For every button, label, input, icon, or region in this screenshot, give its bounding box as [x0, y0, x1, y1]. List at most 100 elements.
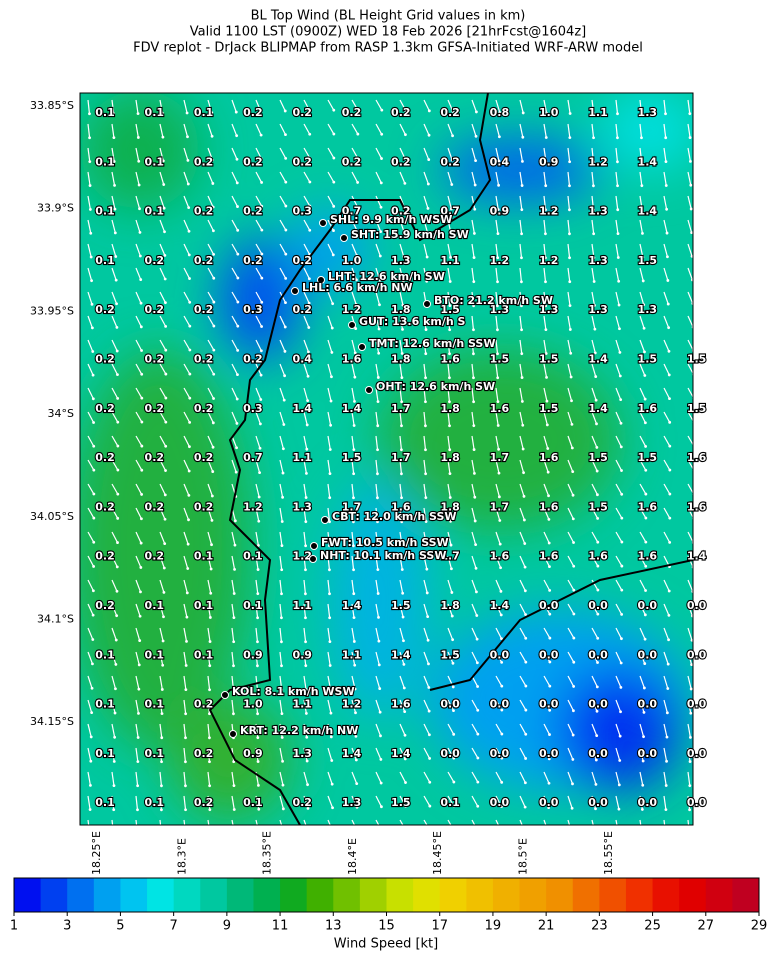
- wind-arrow: [399, 627, 405, 641]
- wind-arrow: [159, 123, 164, 138]
- wind-arrow: [639, 651, 646, 664]
- wind-arrow-head: [305, 735, 309, 739]
- wind-arrow: [135, 195, 141, 209]
- grid-value: 1.2: [292, 550, 312, 563]
- wind-arrow: [399, 747, 406, 760]
- station-label: SHT: 15.9 km/h SW: [351, 228, 469, 241]
- wind-arrow: [423, 483, 427, 498]
- wind-arrow-head: [452, 804, 456, 808]
- grid-value: 0.7: [342, 205, 362, 218]
- colorbar-swatch: [40, 878, 68, 912]
- grid-value: 0.3: [243, 303, 263, 316]
- wind-arrow-head: [328, 664, 332, 667]
- wind-arrow: [351, 723, 357, 737]
- wind-arrow-head: [547, 831, 550, 834]
- wind-arrow-head: [188, 445, 191, 449]
- wind-arrow-head: [259, 157, 263, 161]
- wind-arrow: [87, 651, 93, 665]
- wind-arrow: [543, 507, 550, 520]
- wind-arrow: [663, 147, 667, 162]
- wind-arrow: [663, 195, 668, 210]
- wind-arrow: [135, 267, 142, 280]
- wind-arrow-head: [618, 327, 621, 331]
- wind-arrow-head: [376, 568, 380, 572]
- wind-arrow-head: [617, 279, 621, 283]
- grid-value: 0.2: [194, 353, 214, 366]
- wind-arrow: [231, 123, 238, 136]
- wind-arrow-head: [211, 205, 215, 209]
- wind-arrow-head: [570, 446, 574, 450]
- wind-arrow: [591, 819, 594, 825]
- wind-arrow-head: [595, 446, 599, 449]
- wind-arrow: [567, 411, 573, 425]
- wind-arrow-head: [524, 613, 527, 616]
- wind-arrow: [327, 651, 331, 666]
- wind-arrow: [183, 99, 188, 114]
- wind-arrow: [87, 123, 91, 138]
- wind-arrow-head: [402, 639, 405, 643]
- wind-arrow: [447, 795, 455, 807]
- wind-arrow: [135, 315, 142, 328]
- wind-arrow: [87, 315, 93, 329]
- wind-arrow: [471, 243, 475, 258]
- wind-arrow-head: [380, 805, 383, 809]
- wind-arrow: [591, 219, 595, 234]
- wind-arrow-head: [308, 228, 312, 232]
- wind-arrow: [207, 435, 214, 448]
- wind-arrow-head: [616, 232, 620, 236]
- colorbar-swatch: [625, 878, 654, 912]
- wind-arrow-head: [668, 397, 671, 400]
- wind-arrow-head: [548, 733, 551, 736]
- grid-value: 1.3: [539, 303, 559, 316]
- wind-arrow: [207, 387, 215, 399]
- wind-arrow-head: [236, 276, 240, 280]
- wind-arrow-head: [308, 204, 312, 208]
- wind-arrow: [447, 507, 452, 522]
- grid-value: 1.5: [588, 451, 608, 464]
- wind-arrow: [567, 699, 574, 711]
- wind-arrow-head: [378, 303, 381, 307]
- wind-arrow: [159, 699, 163, 714]
- wind-arrow-head: [354, 711, 357, 715]
- wind-arrow-head: [328, 472, 332, 476]
- grid-value: 0.2: [145, 500, 165, 513]
- wind-arrow: [687, 699, 692, 714]
- wind-arrow-head: [90, 686, 94, 690]
- wind-arrow: [495, 507, 501, 521]
- wind-arrow: [615, 651, 622, 664]
- lat-label: 33.95°S: [30, 304, 74, 317]
- wind-arrow-head: [91, 613, 95, 617]
- wind-arrow: [87, 171, 91, 186]
- wind-arrow-head: [474, 134, 478, 138]
- wind-arrow-head: [523, 781, 527, 785]
- wind-arrow: [543, 795, 550, 808]
- wind-arrow-head: [112, 832, 115, 835]
- wind-arrow: [135, 699, 140, 714]
- wind-arrow: [423, 411, 427, 426]
- grid-value: 0.2: [391, 155, 411, 168]
- wind-arrow: [543, 363, 548, 378]
- wind-arrow: [87, 795, 91, 810]
- wind-arrow: [135, 243, 141, 257]
- wind-arrow-head: [140, 372, 144, 376]
- wind-arrow-head: [497, 447, 500, 451]
- colorbar-tick-label: 13: [325, 919, 342, 934]
- wind-arrow-head: [233, 832, 236, 835]
- wind-arrow-head: [116, 492, 120, 496]
- wind-arrow-head: [256, 592, 260, 596]
- wind-arrow-head: [304, 496, 308, 499]
- wind-arrow: [375, 291, 381, 305]
- wind-arrow: [543, 579, 551, 591]
- wind-arrow-head: [138, 230, 142, 234]
- wind-arrow: [663, 603, 670, 616]
- grid-value: 0.2: [145, 353, 165, 366]
- wind-arrow-head: [186, 567, 190, 570]
- wind-arrow: [207, 555, 212, 570]
- wind-arrow: [159, 507, 166, 520]
- wind-arrow-head: [329, 711, 333, 715]
- colorbar-swatch: [546, 878, 574, 912]
- wind-arrow-head: [307, 326, 311, 329]
- wind-arrow-head: [570, 422, 574, 426]
- wind-arrow-head: [354, 302, 358, 306]
- wind-arrow: [159, 747, 163, 762]
